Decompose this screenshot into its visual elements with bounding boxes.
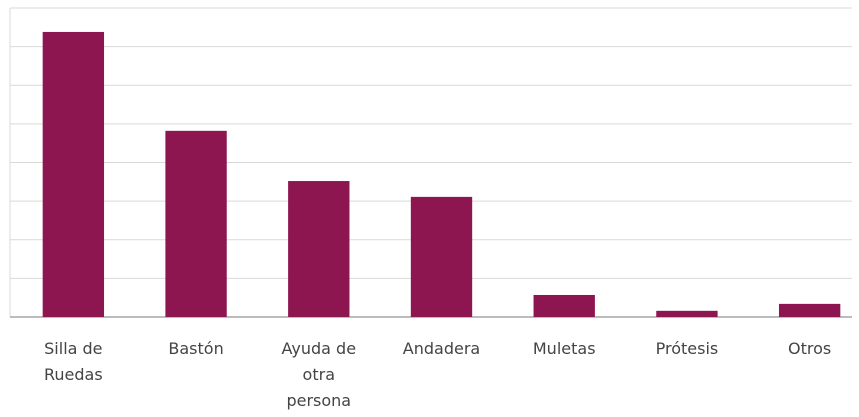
bar (288, 181, 350, 317)
x-tick-label: Muletas (532, 339, 596, 358)
x-tick-label: Otros (788, 339, 832, 358)
bar (165, 130, 227, 317)
bar (778, 303, 841, 317)
bar (533, 294, 595, 317)
x-tick-label: Andadera (402, 339, 481, 358)
bar (410, 196, 473, 317)
x-tick-label: Ayuda de otra persona (281, 339, 357, 410)
x-tick-label: Bastón (168, 339, 224, 358)
bar (42, 31, 105, 317)
bar (656, 310, 718, 317)
x-tick-label: Prótesis (655, 339, 719, 358)
x-tick-label: Silla de Ruedas (44, 339, 103, 384)
